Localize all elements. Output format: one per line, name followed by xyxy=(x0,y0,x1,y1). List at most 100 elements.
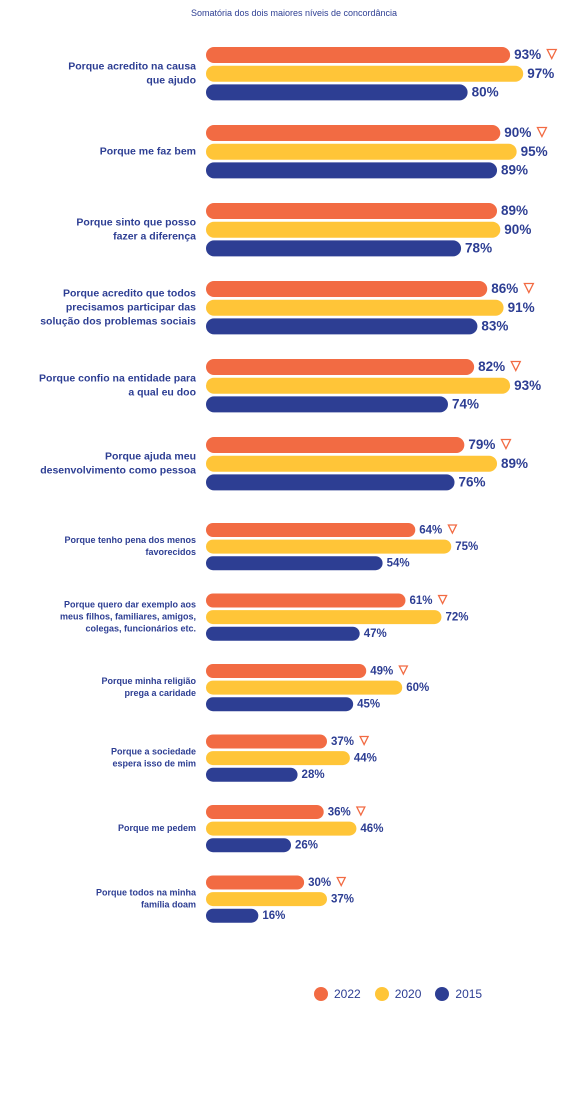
value-label: 45% xyxy=(357,699,380,711)
category-label: que ajudo xyxy=(146,74,196,86)
value-label: 26% xyxy=(295,840,318,852)
value-label: 89% xyxy=(501,203,528,218)
category-label: Porque tenho pena dos menos xyxy=(64,535,196,545)
category-label: Porque acredito que todos xyxy=(63,287,196,299)
value-label: 79% xyxy=(468,437,495,452)
decrease-marker-icon xyxy=(500,438,512,450)
legend-label: 2015 xyxy=(455,987,483,1001)
decrease-marker-icon xyxy=(546,48,558,60)
bar-2022 xyxy=(206,203,498,219)
value-label: 49% xyxy=(370,666,393,678)
value-label: 37% xyxy=(331,894,354,906)
value-label: 78% xyxy=(465,240,492,255)
chart-subtitle: Somatória dos dois maiores níveis de con… xyxy=(190,8,398,18)
value-label: 28% xyxy=(302,769,325,781)
decrease-marker-icon xyxy=(437,594,448,605)
category-label: precisamos participar das xyxy=(66,301,196,313)
decrease-marker-icon xyxy=(523,282,535,294)
bar-2020 xyxy=(206,377,511,394)
category-label: a qual eu doo xyxy=(128,386,196,398)
value-label: 95% xyxy=(521,144,548,159)
category-label: Porque me pedem xyxy=(118,823,196,833)
decrease-marker-icon xyxy=(536,126,548,138)
value-label: 36% xyxy=(328,807,351,819)
bar-2015 xyxy=(206,556,383,571)
legend-item-2015: 2015 xyxy=(435,987,482,1001)
bar-2020 xyxy=(206,680,403,695)
category-label: colegas, funcionários etc. xyxy=(85,623,196,633)
category-label: Porque quero dar exemplo aos xyxy=(64,599,196,609)
bar-2020 xyxy=(206,299,504,316)
bar-2022 xyxy=(206,523,416,537)
legend-dot-icon xyxy=(314,987,328,1001)
bar-2015 xyxy=(206,626,360,641)
category-label: Porque confio na entidade para xyxy=(39,372,196,384)
bar-2022 xyxy=(206,47,511,63)
bar-2020 xyxy=(206,143,517,160)
category-label: espera isso de mim xyxy=(112,758,196,768)
value-label: 80% xyxy=(472,84,499,99)
decrease-marker-icon xyxy=(510,360,522,372)
value-label: 30% xyxy=(308,877,331,889)
category-label: Porque a sociedade xyxy=(111,746,196,756)
category-label: favorecidos xyxy=(145,547,196,557)
bar-2022 xyxy=(206,875,305,890)
value-label: 37% xyxy=(331,736,354,748)
legend-dot-icon xyxy=(374,987,389,1001)
bar-2015 xyxy=(206,838,292,853)
value-label: 83% xyxy=(481,318,508,333)
bar-2022 xyxy=(206,734,327,749)
value-label: 47% xyxy=(364,628,387,640)
category-label: Porque acredito na causa xyxy=(68,60,196,72)
bar-2020 xyxy=(206,65,524,82)
value-label: 54% xyxy=(387,558,410,570)
value-label: 72% xyxy=(445,612,468,624)
legend-item-2020: 2020 xyxy=(374,987,422,1001)
value-label: 76% xyxy=(459,474,486,489)
bar-2015 xyxy=(206,474,455,491)
bar-2015 xyxy=(206,240,462,257)
category-label: fazer a diferença xyxy=(113,230,196,242)
category-label: Porque sinto que posso xyxy=(76,216,196,228)
category-label: família doam xyxy=(141,899,196,909)
bar-2015 xyxy=(206,162,498,179)
value-label: 89% xyxy=(501,456,528,471)
legend-item-2022: 2022 xyxy=(314,987,361,1001)
bar-2022 xyxy=(206,805,324,819)
value-label: 44% xyxy=(354,753,377,765)
value-label: 74% xyxy=(452,396,479,411)
bar-2022 xyxy=(206,437,465,453)
value-label: 89% xyxy=(501,162,528,177)
decrease-marker-icon xyxy=(359,735,370,746)
bar-2015 xyxy=(206,908,259,923)
decrease-marker-icon xyxy=(447,524,458,535)
value-label: 97% xyxy=(527,66,554,81)
category-label: Porque minha religião xyxy=(101,676,196,686)
value-label: 61% xyxy=(409,595,432,607)
category-label: prega a caridade xyxy=(124,688,196,698)
legend-label: 2020 xyxy=(394,987,422,1001)
bar-2022 xyxy=(206,593,406,608)
bar-2022 xyxy=(206,125,501,141)
value-label: 93% xyxy=(514,47,541,62)
category-label: Porque ajuda meu xyxy=(105,450,196,462)
decrease-marker-icon xyxy=(398,665,409,676)
bar-2020 xyxy=(206,892,327,907)
value-label: 64% xyxy=(419,525,442,537)
legend-dot-icon xyxy=(435,987,450,1001)
bar-2015 xyxy=(206,84,468,101)
decrease-marker-icon xyxy=(355,806,366,817)
legend-label: 2022 xyxy=(334,987,361,1001)
category-label: Porque me faz bem xyxy=(100,145,196,157)
bar-2015 xyxy=(206,318,478,335)
bar-2020 xyxy=(206,539,452,554)
bar-2015 xyxy=(206,697,354,712)
category-label: meus filhos, familiares, amigos, xyxy=(60,611,196,621)
value-label: 90% xyxy=(504,222,531,237)
bar-2020 xyxy=(206,821,357,836)
category-label: Porque todos na minha xyxy=(96,887,197,897)
category-label: desenvolvimento como pessoa xyxy=(40,464,196,476)
value-label: 16% xyxy=(262,910,285,922)
bar-2020 xyxy=(206,455,498,472)
bar-2022 xyxy=(206,359,475,375)
